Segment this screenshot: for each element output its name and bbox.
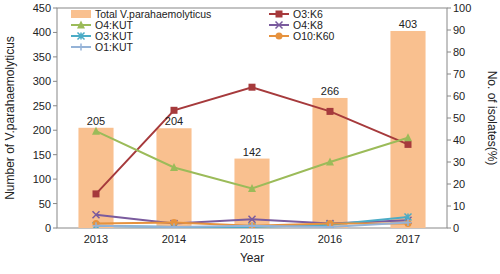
y2-tick-label: 60 xyxy=(453,90,465,102)
marker xyxy=(249,84,256,91)
y2-axis-label: No. of isolates(%) xyxy=(485,71,499,166)
y2-tick-label: 10 xyxy=(453,200,465,212)
x-tick-label: 2016 xyxy=(318,233,342,245)
y-tick-label: 150 xyxy=(33,149,51,161)
bar xyxy=(390,31,425,228)
y2-tick xyxy=(447,184,451,185)
y2-tick-label: 70 xyxy=(453,68,465,80)
bar xyxy=(78,128,113,228)
data-label: 403 xyxy=(399,18,417,30)
x-axis-label: Year xyxy=(240,251,264,265)
y2-tick-label: 0 xyxy=(453,222,459,234)
y2-tick xyxy=(447,74,451,75)
bar xyxy=(156,128,191,228)
y2-tick xyxy=(447,118,451,119)
marker xyxy=(92,127,100,135)
y-tick-label: 50 xyxy=(39,198,51,210)
marker xyxy=(249,216,256,223)
legend-marker xyxy=(276,33,283,40)
data-label: 204 xyxy=(165,115,183,127)
y2-tick xyxy=(447,8,451,9)
marker xyxy=(249,222,256,228)
marker xyxy=(171,223,178,228)
chart: 0 50 100 150 200 250 300 350 400 450 0 10 20 30 40 50 60… xyxy=(0,0,500,274)
legend-swatch xyxy=(71,10,91,18)
y2-tick xyxy=(447,228,451,229)
y2-tick xyxy=(447,96,451,97)
y2-tick xyxy=(447,52,451,53)
y2-tick-label: 20 xyxy=(453,178,465,190)
y-tick-label: 0 xyxy=(45,222,51,234)
y2-tick-label: 40 xyxy=(453,134,465,146)
x-tick-label: 2014 xyxy=(162,233,186,245)
legend-marker xyxy=(276,11,283,18)
y-tick xyxy=(53,179,57,180)
marker xyxy=(171,107,178,114)
y-tick-label: 100 xyxy=(33,173,51,185)
x-tick-label: 2017 xyxy=(396,233,420,245)
marker xyxy=(405,141,412,148)
y-axis-label: Number of V.parahaemolyticus xyxy=(3,36,17,200)
y2-tick-label: 80 xyxy=(453,46,465,58)
legend-marker xyxy=(276,22,283,29)
data-label: 205 xyxy=(87,115,105,127)
y-tick xyxy=(53,32,57,33)
y2-tick xyxy=(447,162,451,163)
marker xyxy=(93,211,100,218)
y2-tick-label: 30 xyxy=(453,156,465,168)
bar xyxy=(234,159,269,228)
marker xyxy=(249,222,256,228)
y-tick-label: 200 xyxy=(33,124,51,136)
legend-marker xyxy=(78,33,85,40)
data-labels: 205 204 142 266 403 xyxy=(87,18,417,158)
marker xyxy=(404,133,412,141)
legend-marker xyxy=(77,21,85,29)
y-tick xyxy=(53,130,57,131)
y-tick-label: 250 xyxy=(33,100,51,112)
y-tick xyxy=(53,8,57,9)
marker xyxy=(327,108,334,115)
y-tick xyxy=(53,228,57,229)
y-tick-label: 450 xyxy=(33,2,51,14)
marker xyxy=(248,184,256,192)
legend-label: O1:KUT xyxy=(95,41,134,53)
marks xyxy=(78,31,425,228)
y-tick xyxy=(53,203,57,204)
legend-marker xyxy=(78,44,85,51)
marker xyxy=(170,163,178,171)
x-tick-label: 2013 xyxy=(84,233,108,245)
y-tick-label: 300 xyxy=(33,75,51,87)
y-tick xyxy=(53,105,57,106)
y2-tick xyxy=(447,140,451,141)
marker xyxy=(93,222,100,228)
marker xyxy=(93,190,100,197)
y2-tick-label: 100 xyxy=(453,2,471,14)
marker xyxy=(327,223,334,228)
x-tick-label: 2015 xyxy=(240,233,264,245)
data-label: 266 xyxy=(321,85,339,97)
y2-tick xyxy=(447,30,451,31)
legend-label: O10:K60 xyxy=(293,30,335,42)
y-tick-label: 350 xyxy=(33,51,51,63)
y2-tick-label: 50 xyxy=(453,112,465,124)
y-tick xyxy=(53,81,57,82)
y-tick xyxy=(53,154,57,155)
y-tick xyxy=(53,56,57,57)
legend: Total V.parahaemolyticusO3:K6O4:KUTO4:K8… xyxy=(71,8,335,53)
y2-tick-label: 90 xyxy=(453,24,465,36)
line xyxy=(96,131,408,188)
marker xyxy=(405,219,412,226)
plot-frame xyxy=(57,8,447,228)
marker xyxy=(326,158,334,166)
data-label: 142 xyxy=(243,146,261,158)
y2-tick xyxy=(447,206,451,207)
line xyxy=(96,87,408,194)
y-tick-label: 400 xyxy=(33,26,51,38)
